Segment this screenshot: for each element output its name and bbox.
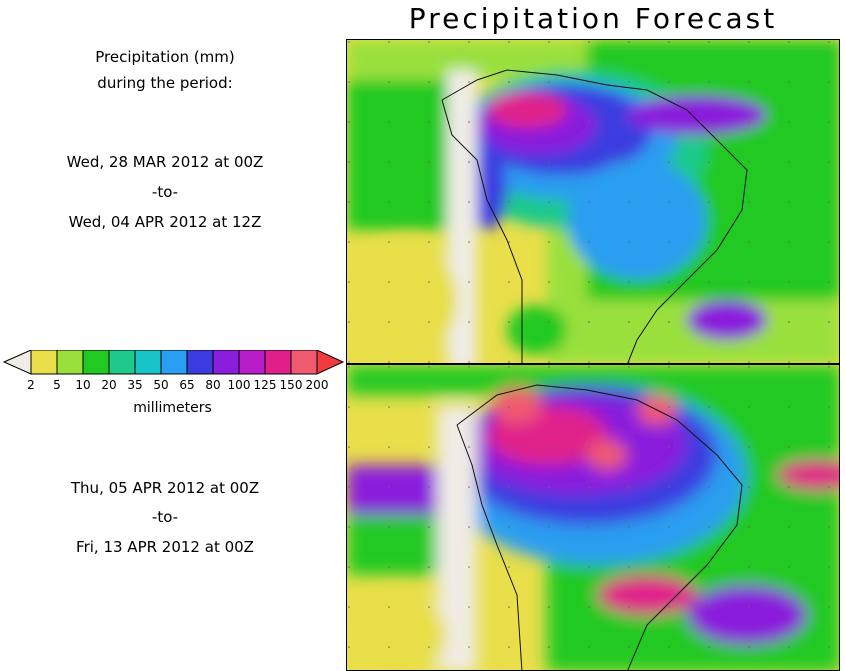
colorbar-tick-label: 65: [179, 378, 194, 392]
colorbar-swatch: [134, 350, 162, 375]
colorbar-tick-label: 50: [153, 378, 168, 392]
colorbar-tick-label: 35: [127, 378, 142, 392]
period2-end: Fri, 13 APR 2012 at 00Z: [76, 538, 254, 556]
colorbar-tick-label: 150: [280, 378, 303, 392]
colorbar-swatch: [264, 350, 292, 375]
colorbar-tick-label: 2: [27, 378, 35, 392]
colorbar-swatch: [290, 350, 318, 375]
period2-separator: -to-: [151, 508, 179, 526]
forecast-map-period1: [346, 39, 840, 364]
colorbar-tick-label: 20: [101, 378, 116, 392]
colorbar-swatch: [30, 350, 58, 375]
colorbar-over-arrow: [316, 350, 345, 375]
colorbar-tick-label: 5: [53, 378, 61, 392]
colorbar-swatch: [82, 350, 110, 375]
forecast-map-period2: [346, 364, 840, 671]
page-title: Precipitation Forecast: [408, 2, 778, 35]
colorbar-tick-label: 100: [228, 378, 251, 392]
period1-separator: -to-: [151, 183, 179, 201]
colorbar-swatch: [238, 350, 266, 375]
colorbar-tick-label: 80: [205, 378, 220, 392]
colorbar-tick-label: 10: [75, 378, 90, 392]
colorbar: 2 5 10 20 35 50 65 80 100 125 150 200: [2, 350, 345, 392]
colorbar-under-arrow: [2, 350, 32, 375]
colorbar-swatch: [108, 350, 136, 375]
period2-start: Thu, 05 APR 2012 at 00Z: [70, 479, 260, 497]
colorbar-swatch: [212, 350, 240, 375]
colorbar-units-label: millimeters: [133, 400, 212, 416]
period1-end: Wed, 04 APR 2012 at 12Z: [68, 213, 262, 231]
colorbar-swatch: [56, 350, 84, 375]
colorbar-tick-label: 125: [254, 378, 277, 392]
colorbar-swatch: [186, 350, 214, 375]
legend-header-line1: Precipitation (mm): [95, 48, 235, 66]
period1-start: Wed, 28 MAR 2012 at 00Z: [66, 153, 264, 171]
legend-header-line2: during the period:: [97, 74, 233, 92]
colorbar-swatch: [160, 350, 188, 375]
colorbar-tick-label: 200: [306, 378, 329, 392]
